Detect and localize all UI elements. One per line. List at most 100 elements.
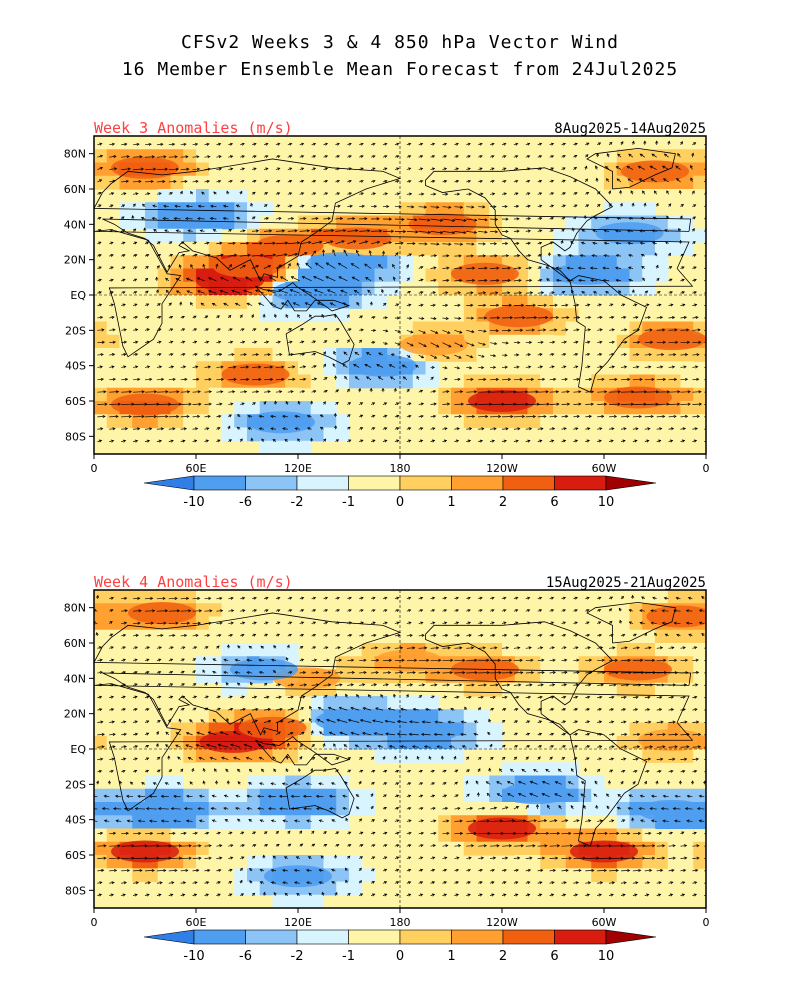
wind-vector-head [124, 142, 128, 146]
wind-vector [597, 329, 603, 331]
wind-vector-head [290, 390, 294, 394]
anomaly-cell [336, 735, 350, 750]
wind-vector-head [483, 303, 487, 307]
wind-vector-head [474, 658, 478, 662]
wind-vector-head [546, 278, 550, 282]
anomaly-cell [476, 682, 490, 697]
wind-vector [442, 684, 450, 686]
wind-vector-head [300, 658, 305, 662]
anomaly-cell [642, 709, 656, 724]
wind-vector-head [590, 390, 595, 394]
wind-vector [168, 634, 175, 637]
wind-vector-head [110, 241, 114, 245]
wind-vector-head [253, 695, 258, 699]
wind-vector [352, 276, 360, 282]
wind-vector [295, 427, 300, 430]
wind-vector [252, 391, 259, 393]
wind-vector-head [684, 658, 689, 662]
wind-vector [668, 428, 674, 430]
wind-vector-head [218, 633, 222, 637]
anomaly-cell [157, 136, 172, 150]
wind-vector [704, 205, 706, 207]
wind-vector-head [217, 695, 221, 699]
wind-vector-head [412, 671, 416, 675]
wind-vector-head [209, 217, 213, 221]
wind-vector-head [361, 204, 365, 208]
wind-vector-head [360, 439, 364, 443]
wind-vector [490, 684, 499, 686]
wind-vector-head [360, 192, 364, 196]
wind-vector-head [420, 303, 424, 307]
anomaly-cell [540, 268, 554, 283]
wind-vector-head [659, 315, 664, 320]
anomaly-cell [157, 868, 172, 883]
wind-vector-head [306, 414, 311, 418]
wind-vector-head [355, 229, 359, 233]
wind-vector-head [348, 192, 353, 196]
anomaly-cell [591, 414, 605, 429]
anomaly-cell [234, 868, 248, 883]
wind-vector [168, 428, 175, 430]
anomaly-cell [119, 815, 133, 830]
wind-vector [204, 403, 212, 405]
wind-vector-head [288, 328, 293, 331]
wind-vector-head [169, 253, 174, 257]
wind-vector-head [605, 166, 609, 170]
wind-vector-head [377, 376, 381, 380]
anomaly-cell [667, 629, 682, 644]
wind-vector [430, 672, 440, 674]
anomaly-cell [655, 682, 669, 697]
wind-vector-head [661, 165, 666, 169]
wind-vector [567, 267, 574, 269]
wind-vector-head [348, 167, 352, 171]
wind-vector [632, 378, 643, 381]
wind-vector-head [174, 155, 178, 159]
wind-vector-head [111, 353, 116, 357]
wind-vector [537, 304, 547, 306]
wind-vector [430, 231, 443, 234]
wind-vector-head [638, 178, 643, 182]
wind-vector-head [613, 683, 617, 687]
wind-vector-head [384, 179, 388, 183]
wind-vector-head [258, 670, 263, 675]
anomaly-cell [540, 815, 554, 830]
wind-vector-head [639, 377, 643, 381]
anomaly-cell [629, 242, 643, 256]
wind-vector-head [431, 695, 435, 699]
wind-vector-head [486, 671, 491, 675]
wind-vector-head [695, 671, 700, 675]
wind-vector-head [709, 341, 711, 343]
wind-vector [490, 696, 496, 699]
wind-vector-head [530, 658, 534, 662]
wind-vector-head [627, 241, 631, 245]
wind-vector-head [324, 389, 328, 393]
wind-vector-head [515, 439, 519, 443]
lat-tick-label: 80N [64, 148, 86, 161]
wind-vector [537, 341, 544, 344]
wind-vector-head [220, 390, 224, 394]
wind-vector [597, 341, 602, 344]
wind-vector [406, 634, 413, 637]
wind-vector [430, 279, 436, 282]
wind-vector-head [652, 671, 657, 675]
coastline [0, 684, 80, 811]
wind-vector-head [573, 166, 578, 170]
wind-vector [561, 304, 568, 306]
wind-vector-head [642, 277, 646, 281]
wind-vector-head [574, 154, 578, 158]
wind-vector-head [305, 262, 309, 266]
wind-vector-head [233, 377, 237, 381]
anomaly-cell [196, 189, 210, 203]
wind-vector [573, 403, 581, 405]
wind-vector-head [360, 621, 364, 625]
wind-vector-head [333, 375, 338, 379]
anomaly-cell [183, 295, 197, 309]
wind-vector [418, 266, 424, 269]
anomaly-cell [463, 414, 478, 429]
anomaly-cell [221, 242, 235, 256]
anomaly-cell [170, 590, 184, 604]
colorbar-lower-extend [143, 475, 195, 491]
wind-vector-head [505, 427, 509, 431]
anomaly-cell [285, 735, 299, 750]
wind-vector-head [552, 340, 556, 344]
